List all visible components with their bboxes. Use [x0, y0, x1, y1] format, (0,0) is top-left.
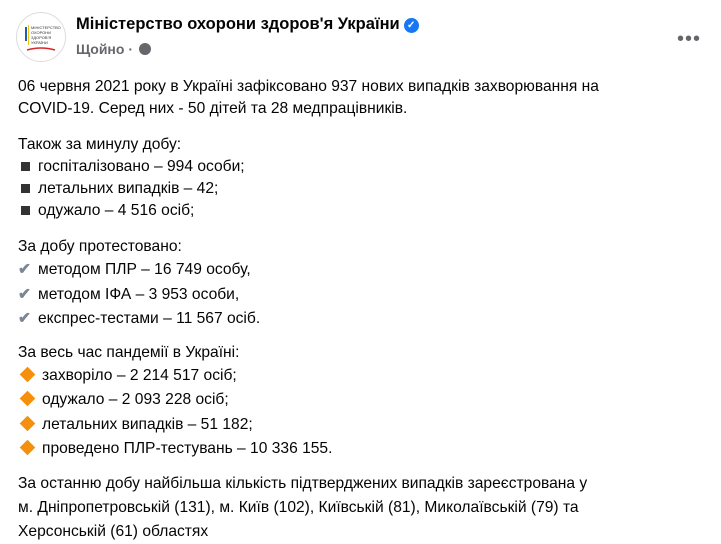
text-line: За останню добу найбільша кількість підт… [18, 474, 588, 492]
black-square-icon [21, 183, 30, 193]
page-name-link[interactable]: Міністерство охорони здоров'я України [76, 15, 400, 33]
orange-diamond-icon [19, 366, 36, 383]
list-item: одужало – 2 093 228 осіб; [42, 391, 229, 408]
text-line: 06 червня 2021 року в Україні зафіксован… [18, 78, 599, 95]
svg-text:УКРАЇНИ: УКРАЇНИ [31, 40, 48, 45]
list-item: летальних випадків – 51 182; [42, 415, 253, 433]
list-item: одужало – 4 516 осіб; [38, 202, 195, 219]
list-item: методом ІФА – 3 953 особи, [38, 285, 240, 303]
check-mark-icon: ✔ [18, 310, 32, 327]
list-item: проведено ПЛР-тестувань – 10 336 155. [42, 440, 333, 457]
globe-icon [138, 43, 151, 55]
post-text: 06 червня 2021 року в Україні зафіксован… [18, 76, 599, 544]
orange-diamond-icon [19, 440, 36, 456]
text-line: COVID-19. Серед них - 50 дітей та 28 мед… [18, 100, 408, 117]
post-header: МІНІСТЕРСТВО ОХОРОНИ ЗДОРОВ'Я УКРАЇНИ Мі… [16, 12, 721, 72]
svg-text:ОХОРОНИ: ОХОРОНИ [31, 30, 51, 35]
check-mark-icon: ✔ [18, 285, 32, 303]
more-options-button[interactable]: ••• [676, 28, 701, 50]
svg-text:ЗДОРОВ'Я: ЗДОРОВ'Я [31, 35, 51, 40]
list-item: летальних випадків – 42; [38, 180, 219, 197]
ministry-logo: МІНІСТЕРСТВО ОХОРОНИ ЗДОРОВ'Я УКРАЇНИ [25, 25, 61, 51]
list-item: експрес-тестами – 11 567 осіб. [38, 310, 261, 327]
text-line: Херсонській (61) областях [18, 522, 209, 540]
list-item: госпіталізовано – 994 особи; [38, 158, 245, 175]
orange-diamond-icon [19, 391, 36, 407]
check-mark-icon: ✔ [18, 261, 32, 278]
page-avatar[interactable]: МІНІСТЕРСТВО ОХОРОНИ ЗДОРОВ'Я УКРАЇНИ [16, 12, 66, 62]
verified-badge-icon: ✓ [403, 18, 419, 33]
list-item: методом ПЛР – 16 749 особу, [38, 261, 251, 278]
orange-diamond-icon [19, 415, 36, 432]
svg-text:МІНІСТЕРСТВО: МІНІСТЕРСТВО [31, 25, 61, 30]
black-square-icon [21, 205, 30, 215]
text-line: м. Дніпропетровській (131), м. Київ (102… [18, 498, 579, 516]
section-heading: За добу протестовано: [18, 238, 182, 255]
separator: · [128, 41, 133, 57]
list-item: захворіло – 2 214 517 осіб; [42, 366, 237, 384]
section-heading: За весь час пандемії в Україні: [18, 343, 240, 361]
section-heading: Також за минулу добу: [18, 136, 182, 153]
black-square-icon [21, 161, 30, 171]
post-time-link[interactable]: Щойно [76, 41, 125, 57]
